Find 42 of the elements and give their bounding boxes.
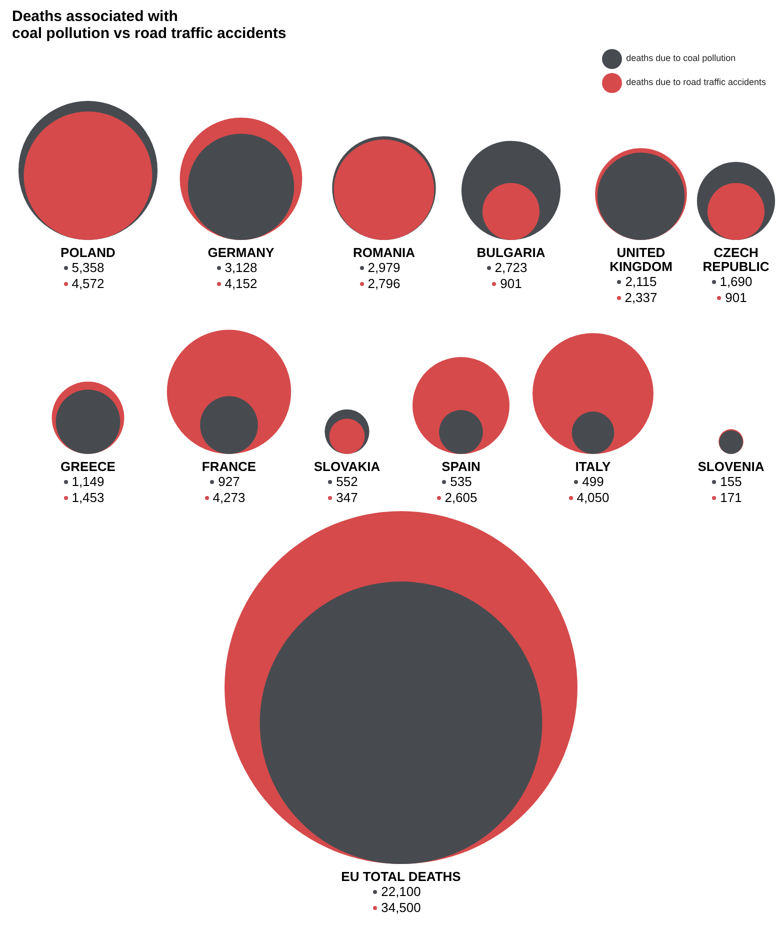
category-label: ITALY [574, 459, 612, 474]
data-label: 1,690 [720, 274, 752, 290]
legend-label: deaths due to road traffic accidents [626, 77, 766, 87]
category-label: POLAND [60, 245, 116, 260]
legend-label: deaths due to coal pollution [626, 53, 736, 63]
data-label: 901 [725, 290, 747, 306]
data-label: 4,273 [212, 490, 246, 506]
data-label: 347 [336, 490, 358, 506]
category-label: SLOVAKIA [312, 459, 382, 474]
category-label: SLOVENIA [696, 459, 766, 474]
category-label: BULGARIA [476, 245, 546, 260]
data-label: 901 [500, 276, 522, 292]
category-label: GREECE [60, 459, 116, 474]
data-label: 2,605 [444, 490, 478, 506]
data-label: 3,128 [224, 260, 258, 276]
data-label: 2,115 [625, 274, 657, 290]
data-label: 2,979 [368, 260, 400, 276]
category-label: EU TOTAL DEATHS [341, 869, 461, 884]
data-label: 22,100 [381, 884, 421, 900]
data-label: 535 [450, 474, 472, 490]
category-label: GERMANY [206, 245, 276, 260]
data-label: 499 [582, 474, 604, 490]
data-label: 1,453 [72, 490, 104, 506]
data-label: 34,500 [381, 900, 421, 916]
category-label: FRANCE [200, 459, 258, 474]
category-label: UNITED KINGDOM [608, 245, 674, 274]
data-label: 171 [720, 490, 742, 506]
data-label: 4,050 [576, 490, 610, 506]
data-label: 4,572 [72, 276, 104, 292]
data-label: 2,723 [494, 260, 528, 276]
data-label: 4,152 [224, 276, 258, 292]
data-label: 155 [720, 474, 742, 490]
data-label: 2,796 [368, 276, 400, 292]
data-label: 927 [218, 474, 240, 490]
category-label: CZECH REPUBLIC [702, 245, 770, 274]
data-label: 552 [336, 474, 358, 490]
text: Deaths associated with coal pollution vs road traffic accidents [12, 8, 286, 42]
category-label: SPAIN [440, 459, 482, 474]
data-label: 2,337 [624, 290, 658, 306]
data-label: 5,358 [72, 260, 104, 276]
category-label: ROMANIA [352, 245, 416, 260]
data-label: 1,149 [72, 474, 104, 490]
